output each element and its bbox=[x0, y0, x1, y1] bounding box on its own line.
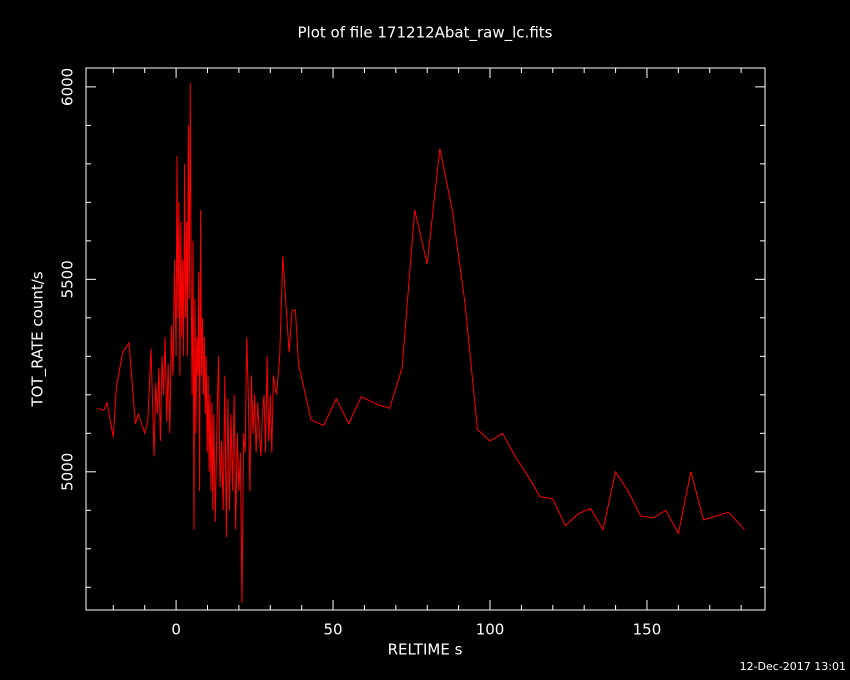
plot-frame bbox=[85, 67, 766, 611]
y-tick-label: 5000 bbox=[59, 453, 77, 491]
y-tick-label: 5500 bbox=[59, 260, 77, 298]
timestamp: 12-Dec-2017 13:01 bbox=[740, 660, 846, 673]
y-tick-label: 6000 bbox=[59, 68, 77, 106]
x-axis-label: RELTIME s bbox=[388, 641, 463, 659]
chart-title: Plot of file 171212Abat_raw_lc.fits bbox=[298, 24, 553, 43]
data-line bbox=[97, 82, 745, 603]
x-tick-label: 0 bbox=[171, 621, 181, 639]
y-axis-label: TOT_RATE count/s bbox=[29, 271, 48, 407]
x-tick-label: 50 bbox=[324, 621, 343, 639]
x-tick-label: 100 bbox=[476, 621, 505, 639]
x-tick-label: 150 bbox=[633, 621, 662, 639]
